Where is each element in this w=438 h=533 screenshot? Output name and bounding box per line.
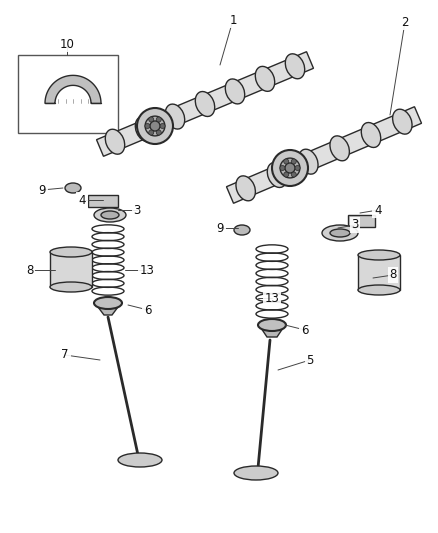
- Polygon shape: [96, 52, 314, 156]
- Ellipse shape: [135, 117, 155, 142]
- Text: 4: 4: [374, 204, 382, 216]
- Ellipse shape: [137, 108, 173, 144]
- Ellipse shape: [330, 229, 350, 237]
- Ellipse shape: [50, 247, 92, 257]
- Ellipse shape: [361, 123, 381, 148]
- Bar: [18, 55, 118, 133]
- Text: 9: 9: [38, 183, 46, 197]
- Ellipse shape: [272, 150, 308, 186]
- Ellipse shape: [267, 163, 287, 188]
- Text: 5: 5: [306, 353, 314, 367]
- Polygon shape: [45, 75, 101, 103]
- Ellipse shape: [160, 124, 165, 128]
- Text: 4: 4: [78, 193, 86, 206]
- Ellipse shape: [234, 466, 278, 480]
- Text: 9: 9: [216, 222, 224, 235]
- Ellipse shape: [118, 453, 162, 467]
- Text: 2: 2: [401, 15, 409, 28]
- Text: 8: 8: [26, 263, 34, 277]
- Text: 6: 6: [144, 303, 152, 317]
- Ellipse shape: [285, 54, 305, 79]
- Ellipse shape: [295, 166, 300, 171]
- Text: 7: 7: [61, 349, 69, 361]
- Ellipse shape: [330, 136, 350, 161]
- Ellipse shape: [258, 319, 286, 331]
- Text: 13: 13: [140, 263, 155, 277]
- Text: 3: 3: [351, 219, 359, 231]
- Polygon shape: [226, 107, 421, 203]
- Ellipse shape: [150, 121, 160, 131]
- Ellipse shape: [322, 225, 358, 241]
- Ellipse shape: [156, 117, 161, 122]
- Ellipse shape: [236, 176, 255, 201]
- Ellipse shape: [145, 124, 150, 128]
- Ellipse shape: [291, 159, 296, 164]
- Ellipse shape: [101, 211, 119, 219]
- Ellipse shape: [234, 225, 250, 235]
- Text: 6: 6: [301, 324, 309, 336]
- Ellipse shape: [291, 172, 296, 177]
- Ellipse shape: [284, 172, 289, 177]
- Ellipse shape: [255, 67, 275, 91]
- Text: 8: 8: [389, 269, 397, 281]
- Ellipse shape: [94, 297, 122, 309]
- Ellipse shape: [156, 130, 161, 135]
- Ellipse shape: [105, 129, 125, 154]
- Ellipse shape: [299, 149, 318, 174]
- Ellipse shape: [149, 130, 154, 135]
- Ellipse shape: [145, 116, 165, 136]
- Polygon shape: [348, 215, 375, 227]
- Ellipse shape: [284, 159, 289, 164]
- Ellipse shape: [225, 79, 245, 104]
- Ellipse shape: [50, 282, 92, 292]
- Ellipse shape: [285, 163, 295, 173]
- Ellipse shape: [392, 109, 412, 134]
- Polygon shape: [259, 325, 285, 337]
- Text: 1: 1: [229, 13, 237, 27]
- Ellipse shape: [280, 166, 285, 171]
- Bar: [358, 255, 400, 290]
- Text: 10: 10: [60, 37, 74, 51]
- Ellipse shape: [358, 250, 400, 260]
- Ellipse shape: [195, 92, 215, 117]
- Ellipse shape: [165, 104, 185, 129]
- Ellipse shape: [280, 158, 300, 178]
- Text: 13: 13: [265, 292, 279, 304]
- Polygon shape: [88, 195, 118, 207]
- Ellipse shape: [65, 183, 81, 193]
- Text: 3: 3: [133, 204, 141, 216]
- Ellipse shape: [149, 117, 154, 122]
- Ellipse shape: [94, 208, 126, 222]
- Bar: [50, 252, 92, 287]
- Ellipse shape: [358, 285, 400, 295]
- Polygon shape: [95, 303, 121, 315]
